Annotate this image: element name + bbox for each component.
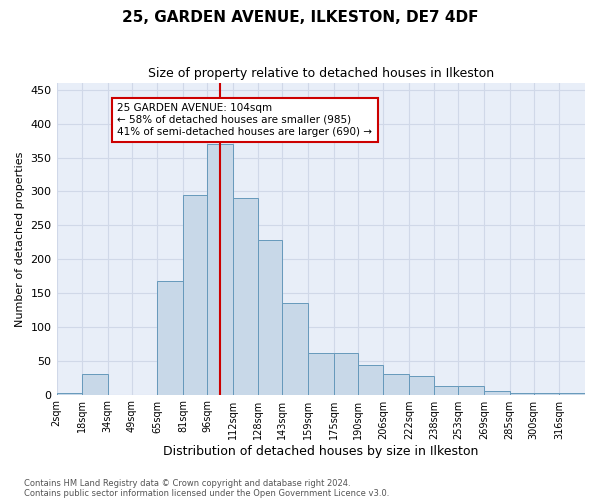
Bar — [458, 386, 484, 394]
Bar — [207, 144, 233, 395]
Y-axis label: Number of detached properties: Number of detached properties — [15, 151, 25, 326]
Bar — [308, 352, 334, 395]
Bar — [157, 281, 183, 394]
Bar — [409, 376, 434, 394]
Bar — [559, 393, 585, 394]
Text: 25 GARDEN AVENUE: 104sqm
← 58% of detached houses are smaller (985)
41% of semi-: 25 GARDEN AVENUE: 104sqm ← 58% of detach… — [118, 104, 373, 136]
Bar — [82, 374, 108, 394]
Bar — [383, 374, 409, 394]
X-axis label: Distribution of detached houses by size in Ilkeston: Distribution of detached houses by size … — [163, 444, 478, 458]
Title: Size of property relative to detached houses in Ilkeston: Size of property relative to detached ho… — [148, 68, 494, 80]
Bar — [56, 392, 82, 394]
Bar — [534, 393, 559, 394]
Bar — [283, 303, 308, 394]
Text: Contains public sector information licensed under the Open Government Licence v3: Contains public sector information licen… — [24, 488, 389, 498]
Bar — [183, 195, 207, 394]
Bar — [259, 240, 283, 394]
Bar — [434, 386, 458, 394]
Text: 25, GARDEN AVENUE, ILKESTON, DE7 4DF: 25, GARDEN AVENUE, ILKESTON, DE7 4DF — [122, 10, 478, 25]
Bar — [233, 198, 259, 394]
Text: Contains HM Land Registry data © Crown copyright and database right 2024.: Contains HM Land Registry data © Crown c… — [24, 478, 350, 488]
Bar — [358, 366, 383, 394]
Bar — [334, 352, 358, 395]
Bar — [510, 392, 534, 394]
Bar — [484, 391, 510, 394]
